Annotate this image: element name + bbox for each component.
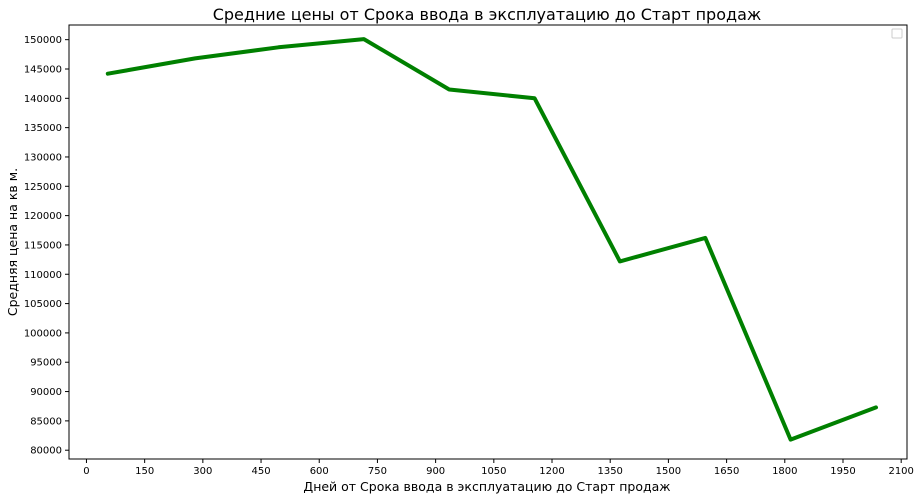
legend-box <box>891 28 903 39</box>
y-tick-label: 145000 <box>24 64 62 75</box>
plot-area: 0 150 300 450 600 750 900 1050 1200 1350 1500 1650 1… <box>24 24 914 477</box>
y-tick-label: 100000 <box>24 328 62 339</box>
x-tick-label: 900 <box>426 466 445 477</box>
y-tick-label: 80000 <box>30 446 62 457</box>
x-tick-label: 1950 <box>830 466 855 477</box>
y-tick-label: 125000 <box>24 182 62 193</box>
x-tick-label: 2100 <box>888 466 913 477</box>
y-tick-label: 140000 <box>24 94 62 105</box>
x-tick-label: 1200 <box>539 466 564 477</box>
x-tick-label: 600 <box>310 466 329 477</box>
x-tick-label: 1050 <box>481 466 506 477</box>
x-tick-label: 1800 <box>772 466 797 477</box>
y-tick-label: 105000 <box>24 299 62 310</box>
x-tick-label: 1500 <box>656 466 681 477</box>
x-tick-label: 150 <box>135 466 154 477</box>
y-tick-label: 95000 <box>30 358 62 369</box>
y-tick-label: 135000 <box>24 123 62 134</box>
axes-frame <box>68 24 908 460</box>
y-tick-label: 110000 <box>24 270 62 281</box>
y-tick-label: 130000 <box>24 152 62 163</box>
y-tick-label: 90000 <box>30 387 62 398</box>
x-axis-title: Дней от Срока ввода в эксплуатацию до Ст… <box>303 479 670 494</box>
x-tick-label: 1350 <box>597 466 622 477</box>
x-tick-label: 300 <box>193 466 212 477</box>
x-tick-label: 750 <box>368 466 387 477</box>
y-tick-label: 85000 <box>30 416 62 427</box>
chart-title: Средние цены от Срока ввода в эксплуатац… <box>213 5 762 24</box>
series-line <box>105 37 878 442</box>
x-tick-label: 0 <box>83 466 89 477</box>
y-tick-label: 150000 <box>24 35 62 46</box>
y-tick-label: 115000 <box>24 240 62 251</box>
y-axis-title: Средняя цена на кв м. <box>5 168 20 316</box>
x-tick-label: 450 <box>251 466 270 477</box>
y-tick-label: 120000 <box>24 211 62 222</box>
x-tick-label: 1650 <box>714 466 739 477</box>
